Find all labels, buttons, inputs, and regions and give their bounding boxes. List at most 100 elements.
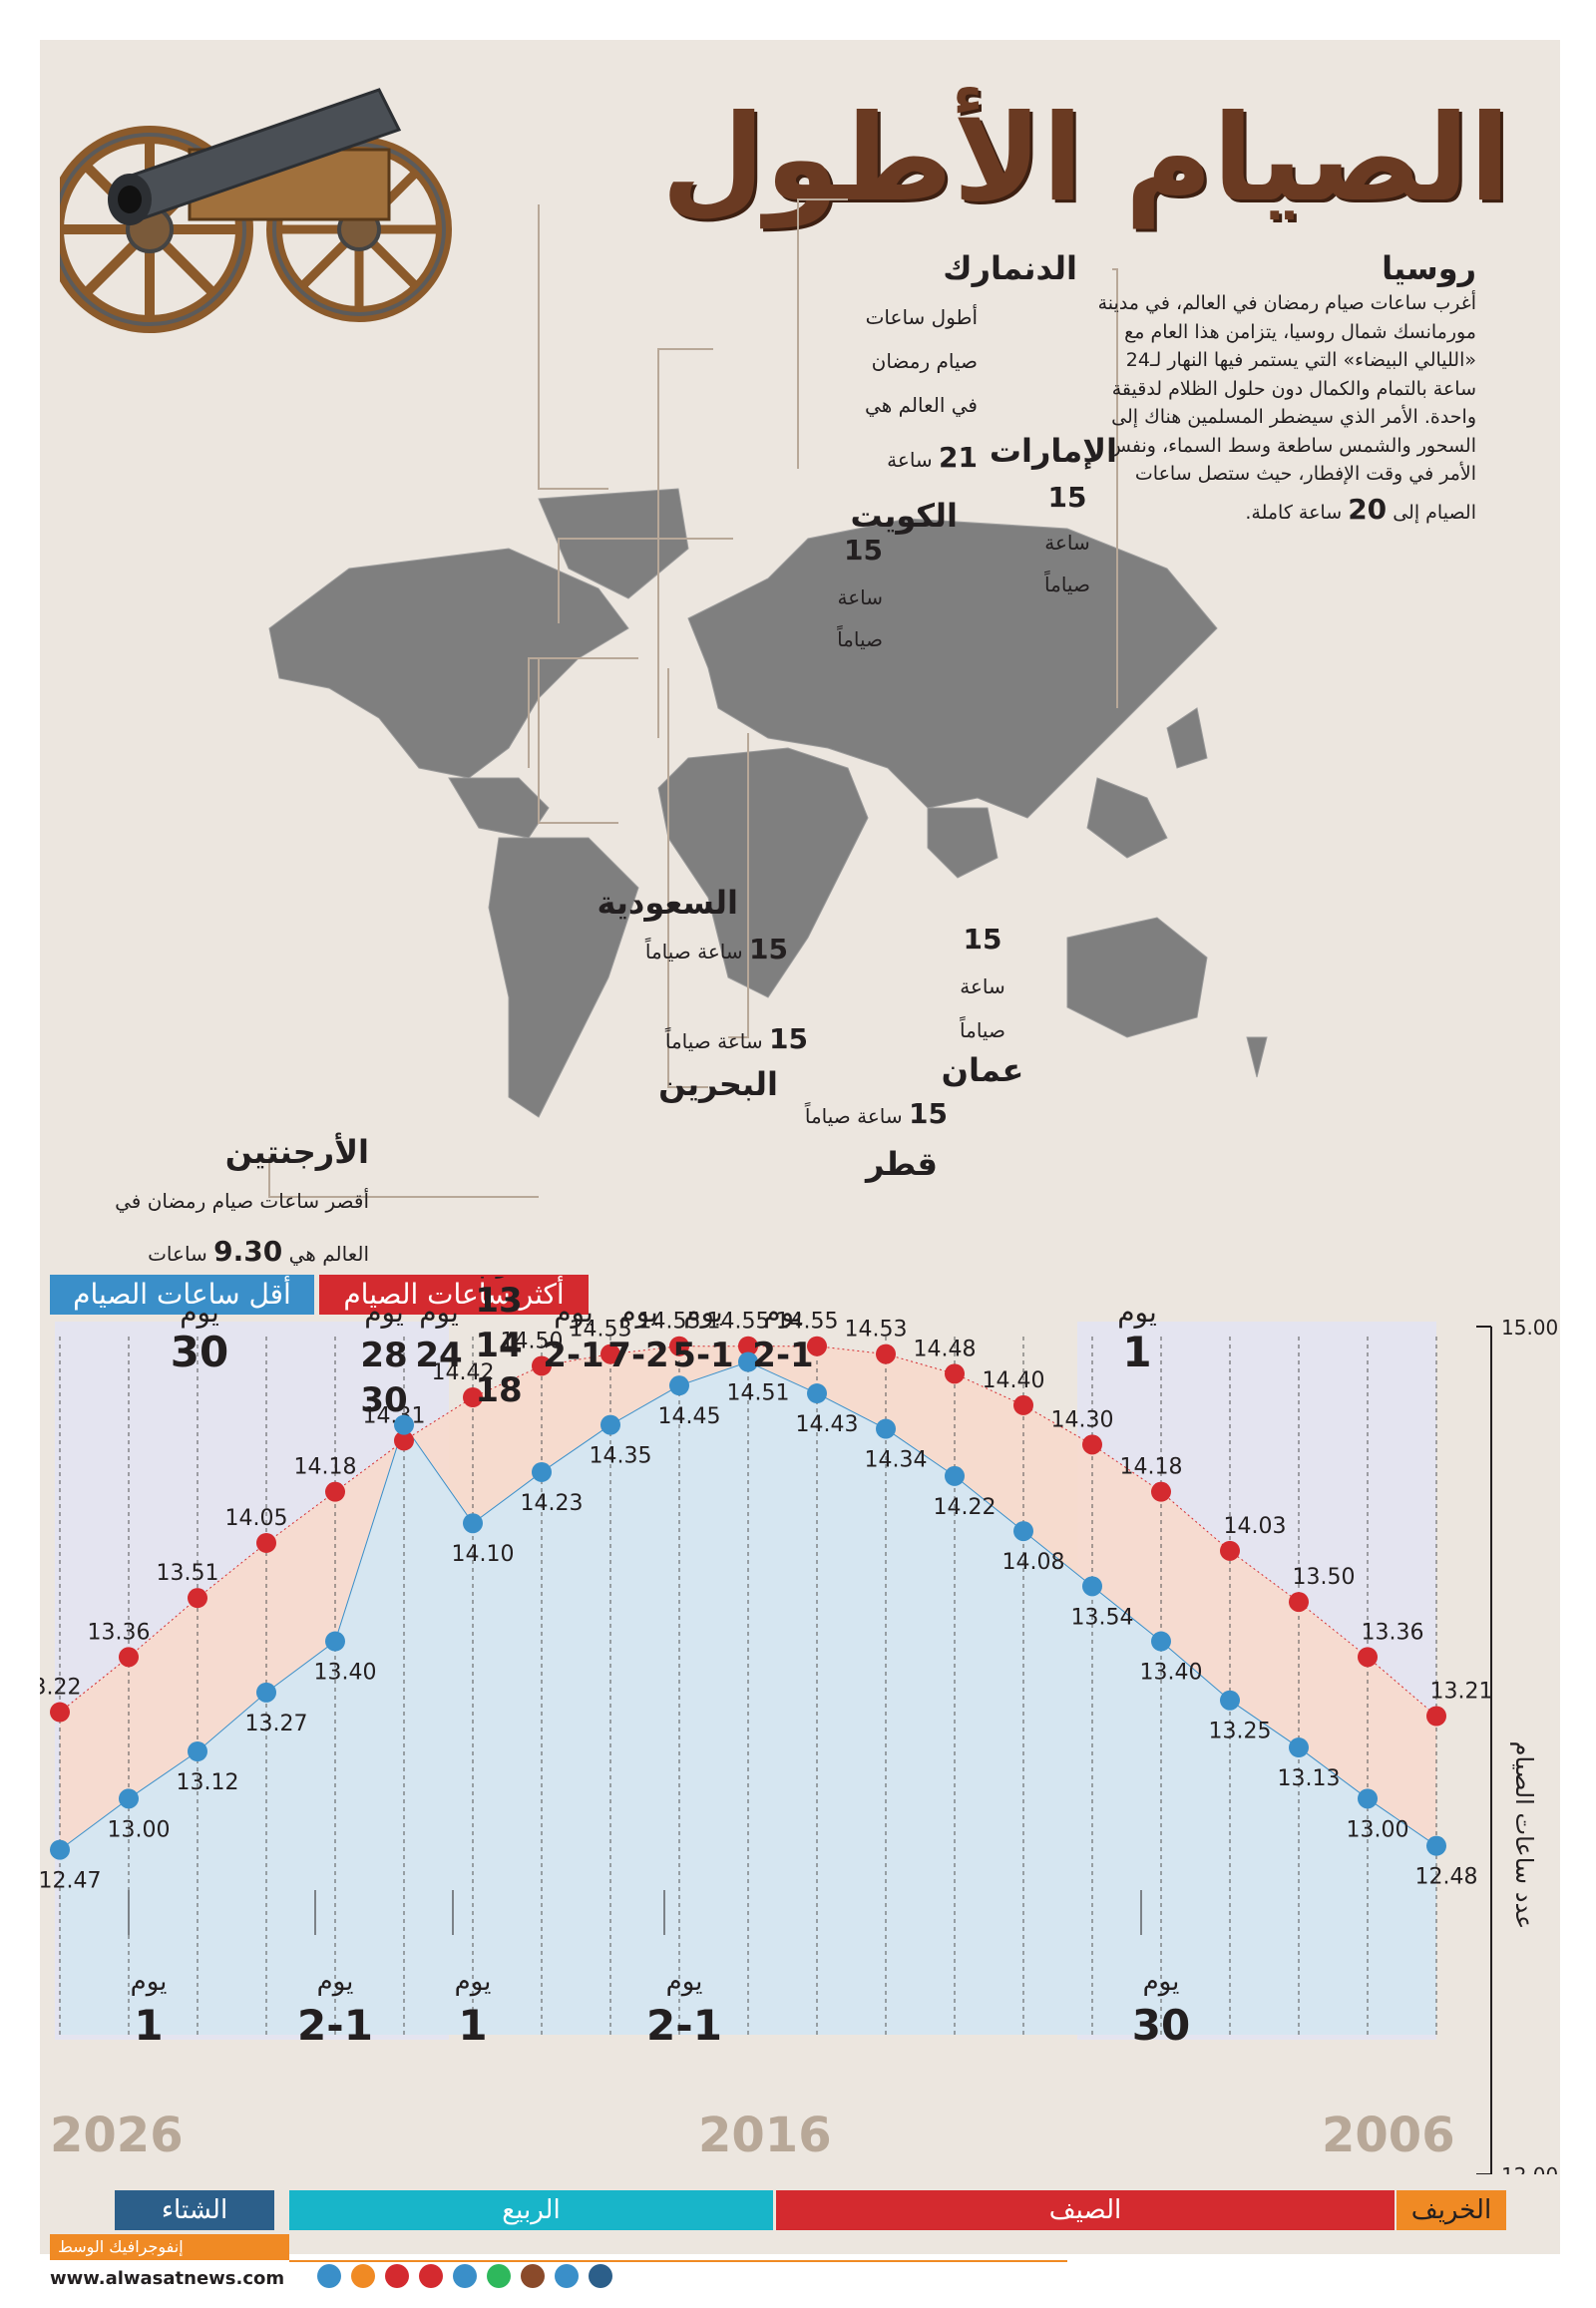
legend-min: أقل ساعات الصيام	[50, 1275, 314, 1315]
saudi-text: ساعة صياماً	[644, 940, 743, 963]
y-tick-label: 12.00	[1501, 2163, 1558, 2174]
linkedin-icon[interactable]	[317, 2264, 341, 2288]
max-point-label: 14.42	[432, 1360, 495, 1385]
uae-block: الإمارات 15 ساعة صياماً	[978, 433, 1117, 601]
min-point	[738, 1351, 758, 1372]
max-point-label: 13.21	[1430, 1680, 1493, 1705]
kuwait-line2: صياماً	[837, 627, 883, 652]
max-point	[325, 1481, 345, 1502]
twitter-icon[interactable]	[555, 2264, 579, 2288]
uae-line2: صياماً	[1044, 573, 1090, 597]
min-point-label: 14.23	[521, 1491, 584, 1516]
whatsapp-icon[interactable]	[487, 2264, 511, 2288]
bottom-day-word: يوم	[455, 1967, 492, 1997]
year-2016: 2016	[698, 2108, 832, 2163]
max-point-label: 14.53	[845, 1318, 908, 1343]
season-summer: الصيف	[776, 2190, 1395, 2230]
min-point-label: 14.10	[452, 1542, 515, 1567]
googleplus-icon[interactable]	[385, 2264, 409, 2288]
social-icons	[317, 2264, 612, 2288]
max-point	[188, 1588, 207, 1609]
bottom-day-number: 2-1	[297, 2001, 373, 2050]
russia-hours: 20	[1348, 492, 1388, 526]
denmark-note: أطول ساعات صيام رمضان في العالم هي 21 سا…	[818, 295, 978, 489]
min-point	[1013, 1521, 1033, 1542]
max-point-label: 14.55	[776, 1310, 839, 1335]
qatar-note: 15 ساعة صياماً	[688, 1097, 948, 1130]
max-point	[1013, 1394, 1033, 1415]
bahrain-text: ساعة صياماً	[664, 1029, 763, 1053]
max-point-label: 14.55	[638, 1310, 701, 1335]
min-point-label: 14.43	[796, 1412, 859, 1437]
top-day-number: 13	[475, 1281, 522, 1321]
year-2026: 2026	[50, 2108, 184, 2163]
min-point-label: 12.48	[1415, 1865, 1478, 1890]
y-tick-label: 15.00	[1501, 1316, 1558, 1340]
bottom-day-word: يوم	[1143, 1967, 1180, 1997]
max-point-label: 14.50	[501, 1329, 564, 1353]
max-point-label: 14.30	[1051, 1407, 1114, 1432]
max-point-label: 14.48	[914, 1337, 977, 1361]
top-day-number: 30	[360, 1380, 407, 1420]
denmark-name: الدنمارك	[943, 249, 1077, 287]
min-point	[463, 1513, 483, 1534]
oman-name: عمان	[941, 1051, 1024, 1089]
max-point	[600, 1344, 620, 1364]
max-point-label: 14.53	[570, 1318, 632, 1343]
rss-icon[interactable]	[351, 2264, 375, 2288]
max-point	[876, 1344, 896, 1364]
min-point	[945, 1465, 965, 1486]
min-point	[1082, 1576, 1102, 1597]
denmark-line3: في العالم هي	[865, 393, 978, 417]
kuwait-hours: 15	[844, 534, 883, 568]
argentina-name: الأرجنتين	[224, 1133, 369, 1171]
season-autumn: الخريف	[1396, 2190, 1506, 2230]
min-point-label: 14.34	[865, 1448, 928, 1473]
bottom-day-number: 2-1	[646, 2001, 722, 2050]
year-2006: 2006	[1322, 2108, 1455, 2163]
kuwait-line1: ساعة	[837, 585, 883, 610]
top-day-number: 1	[1122, 1328, 1151, 1376]
min-point	[669, 1375, 689, 1396]
youtube-icon[interactable]	[419, 2264, 443, 2288]
max-point-label: 14.55	[707, 1310, 770, 1335]
min-point-label: 13.27	[245, 1712, 308, 1736]
max-point-label: 14.40	[983, 1368, 1045, 1393]
top-day-word: يوم	[479, 1277, 519, 1279]
min-point	[1358, 1788, 1378, 1809]
top-day-number: 28	[360, 1336, 407, 1375]
world-map	[268, 488, 1268, 1118]
instagram-icon[interactable]	[521, 2264, 545, 2288]
qatar-block: قطر	[818, 1146, 938, 1182]
max-point	[1358, 1647, 1378, 1668]
telegram-icon[interactable]	[453, 2264, 477, 2288]
denmark-line1: أطول ساعات	[865, 305, 978, 329]
bottom-day-word: يوم	[131, 1967, 168, 1997]
oman-line1: ساعة	[960, 974, 1005, 998]
oman-line2: صياماً	[960, 1018, 1005, 1042]
max-point-label: 14.03	[1224, 1514, 1287, 1539]
y-axis-label: عدد ساعات الصيام	[1510, 1741, 1538, 1930]
min-point-label: 13.00	[108, 1817, 171, 1842]
qatar-text: ساعة صياماً	[804, 1104, 903, 1128]
denmark-block: الدنمارك	[798, 249, 1077, 287]
max-point	[1082, 1434, 1102, 1455]
min-point	[256, 1682, 276, 1703]
max-point	[669, 1336, 689, 1356]
top-day-word: يوم	[683, 1296, 723, 1329]
max-point	[945, 1363, 965, 1384]
saudi-name: السعودية	[597, 884, 738, 922]
min-point	[119, 1788, 139, 1809]
saudi-note: 15 ساعة صياماً	[539, 933, 788, 965]
bottom-day-number: 30	[1132, 2001, 1190, 2050]
facebook-icon[interactable]	[589, 2264, 612, 2288]
oman-block: 15 ساعة صياماً عمان	[928, 923, 1037, 1088]
max-point-label: 13.36	[1362, 1620, 1424, 1645]
min-point-label: 14.51	[727, 1381, 790, 1406]
legend-max: أكثر ساعات الصيام	[319, 1275, 589, 1315]
min-point-label: 14.22	[934, 1495, 997, 1520]
footer-website[interactable]: www.alwasatnews.com	[50, 2268, 285, 2289]
max-point-label: 14.05	[225, 1506, 288, 1531]
cannon-illustration	[60, 88, 452, 333]
qatar-hours: 15	[909, 1097, 948, 1130]
